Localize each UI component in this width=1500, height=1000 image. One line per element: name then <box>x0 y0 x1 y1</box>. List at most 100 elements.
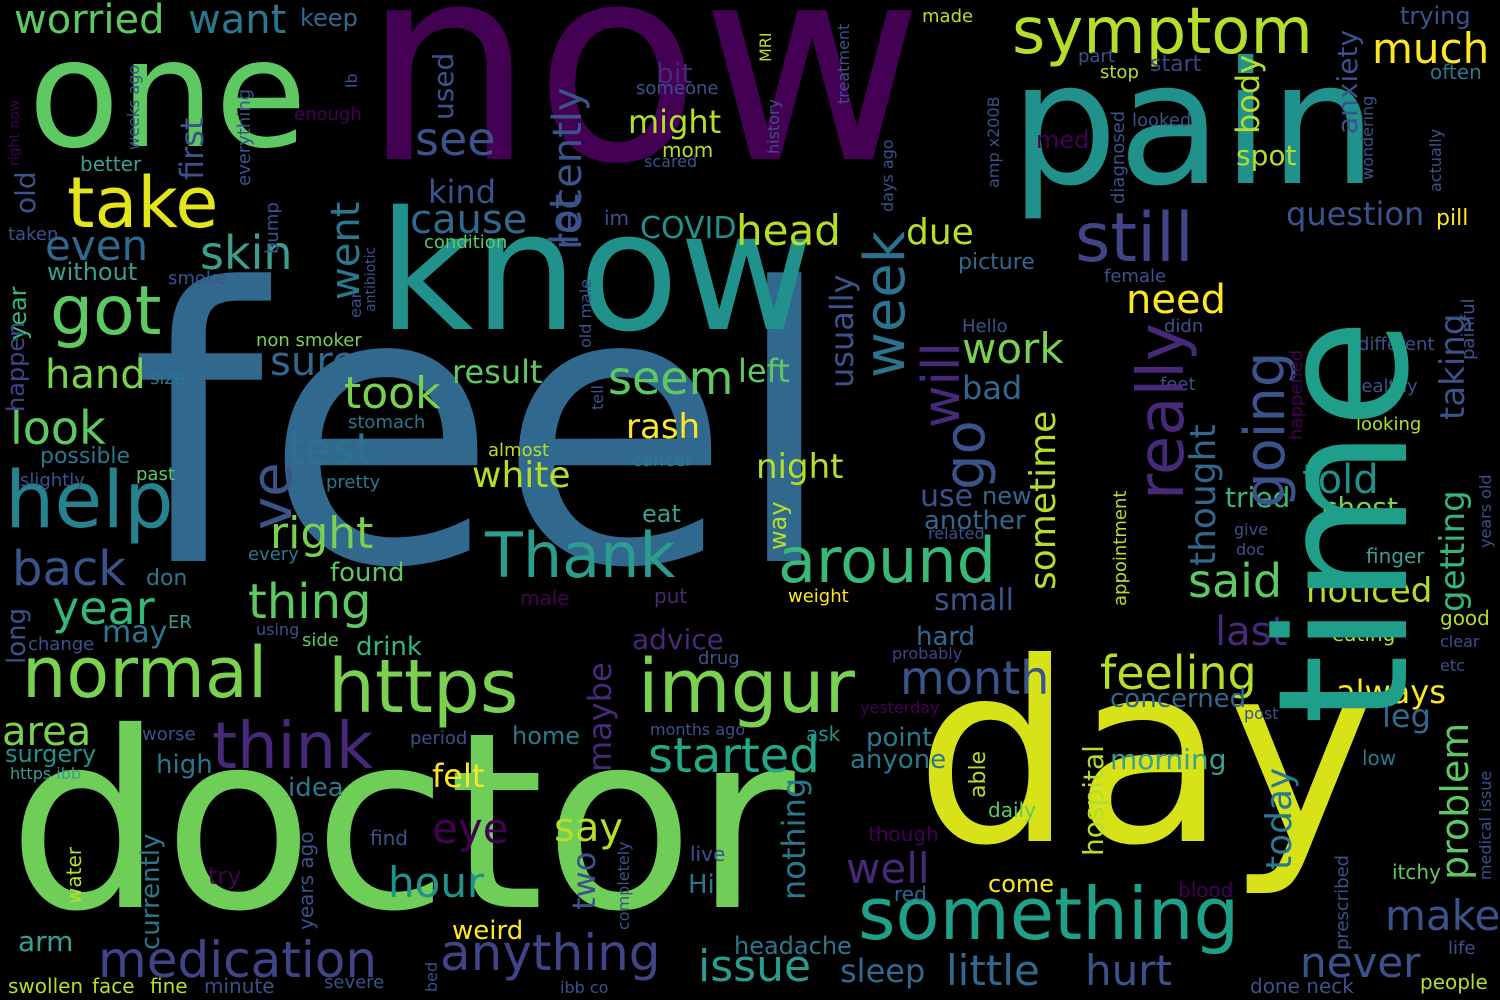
word-anyone: anyone <box>850 745 947 775</box>
word-clear: clear <box>1440 632 1480 651</box>
word-old-male: old male <box>576 278 595 348</box>
word-little: little <box>946 946 1040 995</box>
word-diagnosed: diagnosed <box>1108 110 1129 204</box>
word-back: back <box>12 541 127 597</box>
word-hour: hour <box>388 858 485 907</box>
word-yesterday: yesterday <box>860 698 940 717</box>
word-left: left <box>738 352 790 390</box>
word-new: new <box>982 482 1032 510</box>
word-healthy: healthy <box>1350 376 1418 397</box>
word-eating: eating <box>1332 622 1396 646</box>
word-past: past <box>136 464 175 485</box>
word-chest: chest <box>1322 491 1398 524</box>
word-happen: happen <box>2 321 30 412</box>
word-put: put <box>654 584 688 608</box>
word-small: small <box>934 583 1014 618</box>
word-drug: drug <box>698 648 740 669</box>
word-painful: painful <box>1458 298 1479 360</box>
word-come: come <box>988 870 1055 898</box>
word-one: one <box>28 8 308 182</box>
word-change: change <box>28 634 95 655</box>
word-cause: cause <box>410 197 528 243</box>
word-worse: worse <box>142 724 196 745</box>
word-looked: looked <box>1132 110 1192 131</box>
word-bed: bed <box>422 961 441 992</box>
word-https: https <box>328 644 519 730</box>
word-used: used <box>427 52 460 120</box>
word-red: red <box>894 882 927 906</box>
word-said: said <box>1188 554 1283 608</box>
word-sometime: sometime <box>1023 410 1064 590</box>
word-start: start <box>1150 52 1202 77</box>
word-picture: picture <box>958 250 1035 275</box>
word-slightly: slightly <box>20 470 85 491</box>
word-arm: arm <box>18 925 74 958</box>
word-feet: feet <box>1160 374 1196 395</box>
word-much: much <box>1372 24 1490 73</box>
word-days-ago: days ago <box>878 139 897 212</box>
word-female: female <box>1104 266 1167 287</box>
word-surgery: surgery <box>5 740 97 768</box>
word-weight: weight <box>788 586 849 607</box>
word-pretty: pretty <box>326 472 381 493</box>
word-feeling: feeling <box>1100 646 1257 700</box>
word-sleep: sleep <box>840 952 926 990</box>
word-see: see <box>415 112 496 166</box>
word-done-neck: done neck <box>1250 974 1354 998</box>
word-want: want <box>188 0 287 43</box>
word-life: life <box>1448 938 1476 959</box>
word-around: around <box>778 524 996 597</box>
word-appointment: appointment <box>1110 490 1131 606</box>
word-head: head <box>736 206 841 255</box>
word-feel: feel <box>130 208 837 651</box>
word-might: might <box>628 103 722 141</box>
word-point: point <box>866 723 933 753</box>
word-found: found <box>330 558 405 588</box>
word-high: high <box>156 750 213 780</box>
word-worried: worried <box>14 0 165 43</box>
word-ER: ER <box>168 612 192 633</box>
word-old: old <box>9 171 42 214</box>
word-stomach: stomach <box>348 412 426 433</box>
word-side: side <box>302 630 339 651</box>
word-told: told <box>1302 457 1379 503</box>
word-enough: enough <box>294 104 362 125</box>
word-amp-x200B: amp x200B <box>984 96 1003 188</box>
word-right: right <box>270 508 374 559</box>
word-face: face <box>92 974 135 998</box>
word-antibiotic: antibiotic <box>363 246 379 312</box>
word-made: made <box>922 6 974 27</box>
word-find: find <box>370 826 408 850</box>
word-eat: eat <box>642 500 681 528</box>
word-problem: problem <box>1433 722 1477 880</box>
word-size: size <box>150 368 185 389</box>
word-lb: lb <box>342 73 361 88</box>
word-use: use <box>920 479 974 514</box>
word-swollen: swollen <box>8 974 84 998</box>
word-often: often <box>1430 60 1482 84</box>
word-two: two <box>565 851 603 910</box>
word-etc: etc <box>1440 656 1465 675</box>
word-tell: tell <box>588 384 607 410</box>
word-think: think <box>212 710 374 784</box>
word-every: every <box>248 544 299 565</box>
word-issue: issue <box>698 941 812 992</box>
word-eye: eye <box>432 804 509 853</box>
word-imgur: imgur <box>638 644 855 730</box>
word-weird: weird <box>452 916 524 946</box>
word-week: week <box>853 230 918 378</box>
word-stop: stop <box>1100 62 1139 83</box>
word-say: say <box>554 805 624 851</box>
word-currently: currently <box>136 833 166 950</box>
word-started: started <box>648 728 820 784</box>
word-another: another <box>924 506 1026 536</box>
word-fine: fine <box>150 974 188 998</box>
word-low: low <box>1362 746 1397 770</box>
word-bad: bad <box>962 369 1023 407</box>
word-kind: kind <box>428 173 497 211</box>
word-trying: trying <box>1400 2 1471 30</box>
word-ibb-co: ibb co <box>560 978 609 997</box>
word-got: got <box>50 272 162 351</box>
word-nothing: nothing <box>775 777 813 900</box>
word-today: today <box>1259 767 1300 870</box>
